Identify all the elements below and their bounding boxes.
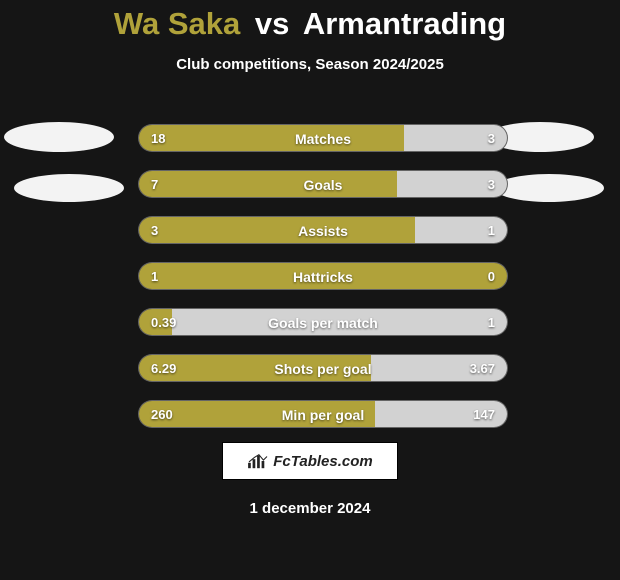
- metric-label: Assists: [139, 217, 507, 244]
- metric-label: Matches: [139, 125, 507, 152]
- club-logo: [494, 174, 604, 202]
- stat-row: 10Hattricks: [138, 262, 508, 290]
- metric-label: Goals per match: [139, 309, 507, 336]
- club-logo: [4, 122, 114, 152]
- vs-label: vs: [255, 6, 289, 41]
- comparison-rows: 183Matches 73Goals 31Assists 10Hattricks 0.3…: [138, 124, 508, 446]
- stat-row: 260147Min per goal: [138, 400, 508, 428]
- subtitle: Club competitions, Season 2024/2025: [0, 56, 620, 73]
- stat-row: 183Matches: [138, 124, 508, 152]
- player2-name: Armantrading: [303, 6, 506, 41]
- metric-label: Goals: [139, 171, 507, 198]
- metric-label: Min per goal: [139, 401, 507, 428]
- chart-icon: [247, 452, 269, 470]
- brand-text: FcTables.com: [273, 453, 372, 470]
- stat-row: 6.293.67Shots per goal: [138, 354, 508, 382]
- club-logo: [14, 174, 124, 202]
- stat-row: 73Goals: [138, 170, 508, 198]
- date-label: 1 december 2024: [0, 500, 620, 517]
- metric-label: Hattricks: [139, 263, 507, 290]
- comparison-title: Wa Saka vs Armantrading: [0, 0, 620, 42]
- stat-row: 31Assists: [138, 216, 508, 244]
- stat-row: 0.391Goals per match: [138, 308, 508, 336]
- brand-badge: FcTables.com: [222, 442, 398, 480]
- metric-label: Shots per goal: [139, 355, 507, 382]
- player1-name: Wa Saka: [114, 6, 240, 41]
